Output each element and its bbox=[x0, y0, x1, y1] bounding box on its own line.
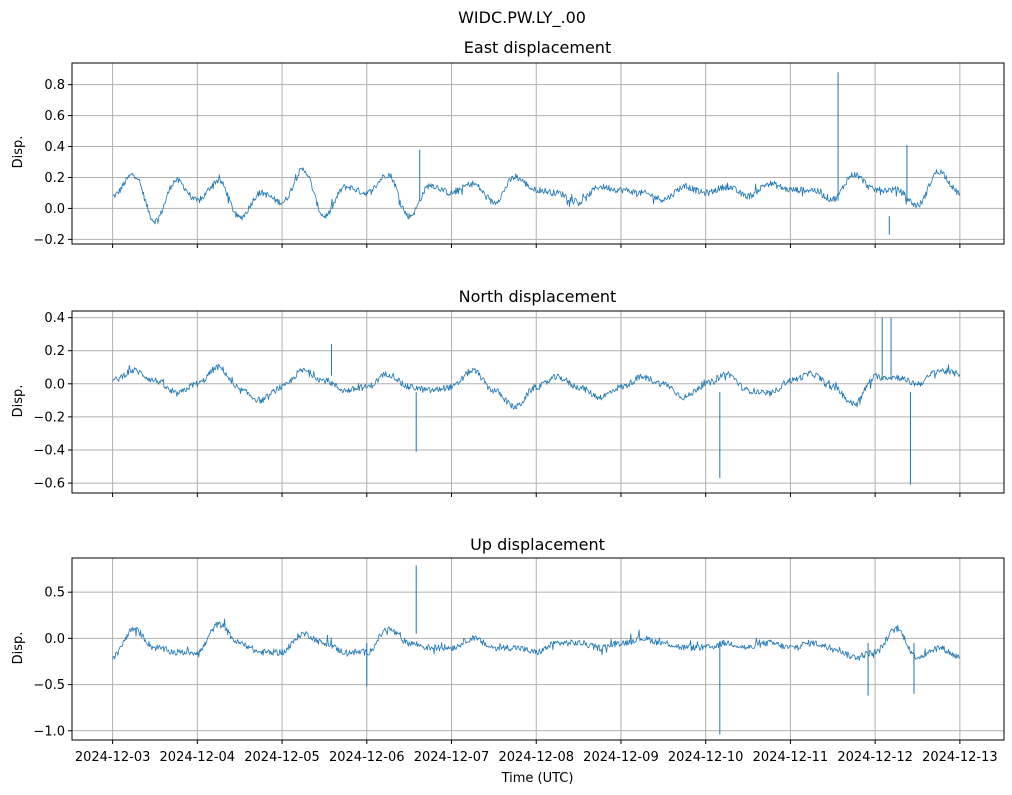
y-tick-label: −0.5 bbox=[33, 678, 65, 693]
y-tick-label: −0.2 bbox=[33, 410, 65, 425]
grid bbox=[72, 311, 1004, 493]
x-tick-label: 2024-12-09 bbox=[583, 750, 659, 765]
grid bbox=[72, 558, 1004, 740]
axes-frame bbox=[71, 310, 1005, 494]
y-tick-label: −1.0 bbox=[33, 724, 65, 739]
x-axis-label: Time (UTC) bbox=[501, 771, 574, 786]
panel-title: Up displacement bbox=[470, 535, 605, 554]
x-tick-label: 2024-12-13 bbox=[922, 750, 998, 765]
y-tick-label: 0.2 bbox=[44, 344, 65, 359]
axes-frame bbox=[71, 557, 1005, 741]
x-tick-label: 2024-12-12 bbox=[837, 750, 913, 765]
x-tick-label: 2024-12-06 bbox=[329, 750, 405, 765]
x-tick-label: 2024-12-11 bbox=[753, 750, 829, 765]
panel-title: East displacement bbox=[464, 38, 611, 57]
y-tick-label: 0.6 bbox=[44, 109, 65, 124]
series-line bbox=[112, 363, 961, 410]
y-tick-label: 0.2 bbox=[44, 171, 65, 186]
x-tick-label: 2024-12-03 bbox=[75, 750, 151, 765]
x-tick-label: 2024-12-10 bbox=[668, 750, 744, 765]
panel-east: East displacement Disp. −0.2 0.0 0.2 0.4 0.6… bbox=[11, 38, 1005, 248]
y-tick-label: −0.4 bbox=[33, 443, 65, 458]
panel-north: North displacement Disp. −0.6 −0.4 −0.2 0.0… bbox=[11, 287, 1005, 497]
y-axis-label: Disp. bbox=[11, 632, 26, 665]
y-tick-label: 0.4 bbox=[44, 140, 65, 155]
x-tick-label: 2024-12-05 bbox=[244, 750, 320, 765]
x-tick-label: 2024-12-08 bbox=[498, 750, 574, 765]
panel-up: Up displacement Disp. −1.0 −0.5 0.0 0.5 2024… bbox=[11, 535, 1005, 765]
y-tick-label: 0.5 bbox=[44, 586, 65, 601]
series-line bbox=[112, 167, 961, 225]
y-tick-label: 0.0 bbox=[44, 632, 65, 647]
x-tick-label: 2024-12-07 bbox=[414, 750, 490, 765]
grid bbox=[72, 63, 1004, 244]
y-tick-label: −0.6 bbox=[33, 477, 65, 492]
y-tick-label: 0.0 bbox=[44, 202, 65, 217]
y-tick-label: −0.2 bbox=[33, 233, 65, 248]
y-axis-label: Disp. bbox=[11, 385, 26, 418]
figure-title: WIDC.PW.LY_.00 bbox=[458, 8, 586, 28]
x-tick-label: 2024-12-04 bbox=[160, 750, 236, 765]
y-tick-label: 0.4 bbox=[44, 311, 65, 326]
y-tick-label: 0.0 bbox=[44, 377, 65, 392]
panel-title: North displacement bbox=[459, 287, 617, 306]
axes-frame bbox=[71, 62, 1005, 245]
y-axis-label: Disp. bbox=[11, 136, 26, 169]
series-line bbox=[112, 618, 961, 661]
y-tick-label: 0.8 bbox=[44, 78, 65, 93]
